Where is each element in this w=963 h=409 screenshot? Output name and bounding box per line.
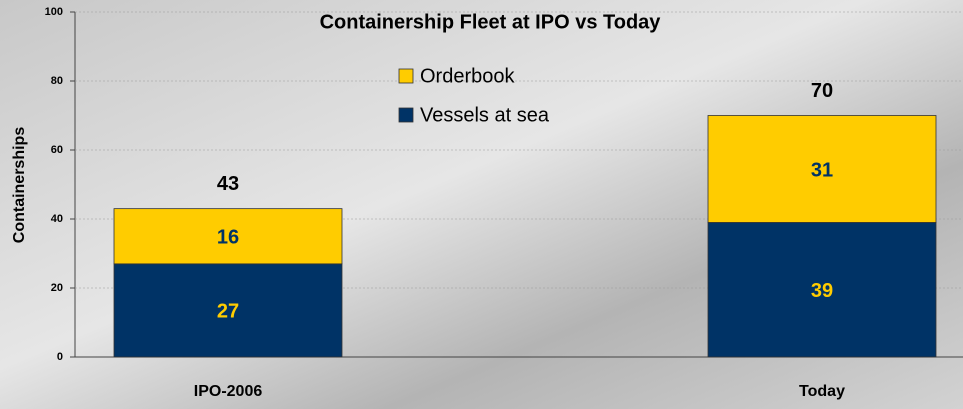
y-tick-label: 40 [51, 213, 63, 225]
value-label: 31 [811, 159, 833, 181]
bar-segment [113, 208, 343, 265]
legend-label: Vessels at sea [420, 104, 550, 126]
y-tick-label: 0 [57, 351, 63, 363]
bar-segment [707, 222, 937, 358]
total-label: 70 [811, 80, 833, 102]
legend-swatch [398, 107, 414, 123]
y-tick-label: 80 [51, 75, 63, 87]
legend-swatch [398, 68, 414, 84]
value-label: 39 [811, 280, 833, 302]
y-tick-label: 60 [51, 144, 63, 156]
bar-segment [707, 115, 937, 223]
bar-segment [113, 263, 343, 358]
x-tick-label: Today [799, 383, 845, 400]
value-label: 27 [217, 301, 239, 323]
value-label: 16 [217, 227, 239, 249]
x-tick-label: IPO-2006 [194, 383, 263, 400]
y-axis-label: Containerships [11, 127, 28, 244]
legend-label: Orderbook [420, 65, 515, 87]
y-tick-label: 100 [45, 6, 63, 18]
total-label: 43 [217, 173, 239, 195]
y-tick-label: 20 [51, 282, 63, 294]
chart-title: Containership Fleet at IPO vs Today [320, 11, 662, 33]
